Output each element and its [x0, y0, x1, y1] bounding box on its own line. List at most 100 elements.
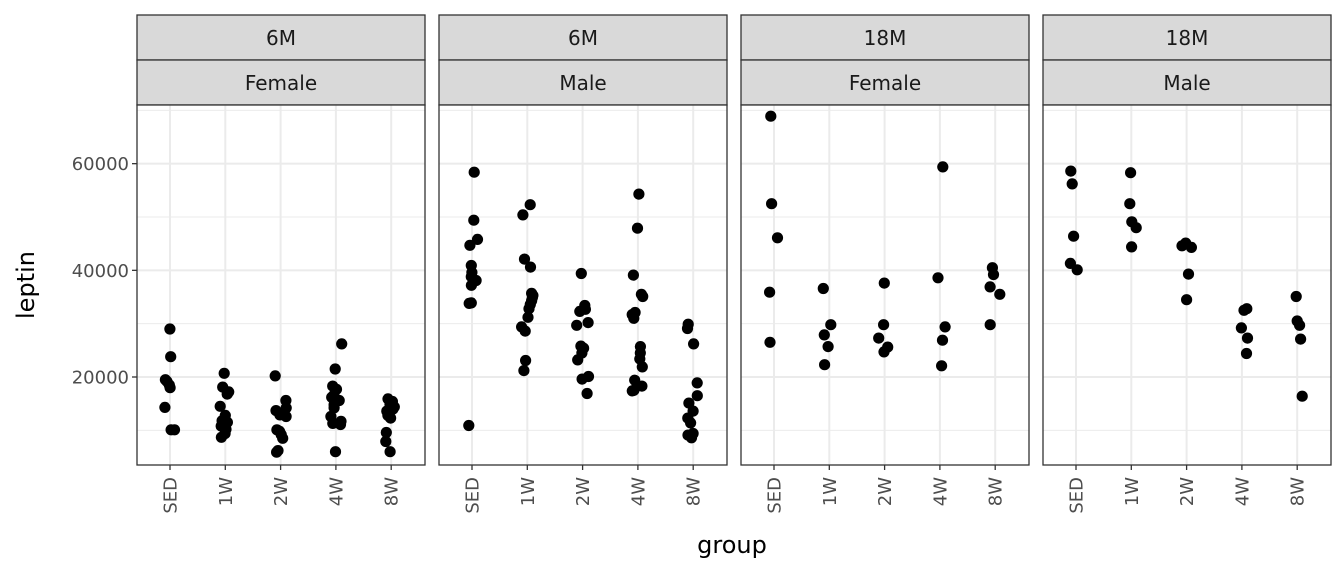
data-point [465, 279, 477, 291]
data-point [1240, 347, 1253, 360]
strip-top-label: 6M [266, 26, 296, 50]
data-point [218, 367, 230, 379]
data-point [1130, 222, 1142, 234]
data-point [878, 319, 890, 331]
data-point [164, 382, 176, 394]
data-point [937, 161, 949, 173]
y-axis: 20000 40000 60000 [72, 154, 137, 389]
data-point [685, 417, 697, 429]
data-point [329, 446, 342, 458]
x-tick-label: 1W [1122, 477, 1143, 506]
data-point [987, 269, 1000, 281]
x-tick-label: 4W [930, 477, 951, 506]
x-tick-label: SED [463, 477, 484, 514]
x-tick-label: SED [161, 477, 182, 514]
data-point [518, 365, 530, 377]
data-point [518, 253, 531, 265]
strip-bottom-bg [136, 59, 426, 106]
data-point [681, 322, 694, 335]
x-tick-label: 4W [1232, 477, 1253, 506]
data-point [878, 277, 890, 289]
x-tick-label: 1W [216, 477, 237, 506]
data-point [685, 432, 698, 444]
data-point [1296, 390, 1308, 402]
data-point [984, 281, 996, 293]
data-point [628, 312, 640, 324]
strip-bottom-label: Female [245, 71, 317, 95]
x-tick-label: 2W [573, 477, 594, 506]
data-point [932, 272, 944, 284]
data-point [939, 321, 951, 333]
data-point [524, 261, 537, 273]
strip-top-bg [136, 14, 426, 61]
x-tick-label: SED [765, 477, 786, 514]
data-point [1290, 290, 1302, 303]
x-tick-label: 2W [271, 477, 292, 506]
data-point [280, 410, 292, 423]
x-tick-label: SED [1067, 477, 1088, 514]
data-point [520, 354, 532, 367]
data-point [878, 346, 890, 358]
data-point [334, 418, 347, 431]
data-point [165, 424, 177, 436]
x-axis-title: group [697, 531, 767, 559]
data-point [572, 354, 584, 366]
data-point [691, 377, 703, 389]
x-tick-label: 8W [684, 477, 705, 506]
data-point [994, 288, 1006, 300]
strip-bottom-label: Male [1163, 71, 1210, 95]
data-point [164, 323, 176, 335]
strip-bottom-bg [740, 59, 1030, 106]
data-point [1068, 230, 1080, 242]
data-point [817, 282, 829, 295]
data-point [384, 446, 396, 458]
data-point [764, 286, 776, 298]
facet-panel: 6M Male SED 1W 2W 4W 8W [438, 14, 728, 514]
data-point [336, 338, 348, 350]
data-point [1124, 198, 1136, 210]
data-point [574, 305, 586, 317]
data-point [269, 370, 281, 382]
x-tick-label: 2W [875, 477, 896, 506]
data-point [468, 166, 480, 178]
facet-panel: 18M Female SED 1W 2W 4W 8W [740, 14, 1030, 514]
y-tick-label: 60000 [72, 154, 129, 175]
data-point [822, 341, 834, 353]
facet-panel: 18M Male SED 1W 2W 4W 8W [1042, 14, 1332, 514]
data-point [626, 385, 638, 397]
data-point [1235, 322, 1247, 334]
strip-top-bg [1042, 14, 1332, 61]
data-point [1241, 332, 1254, 344]
data-point [631, 222, 644, 234]
data-point [627, 269, 640, 281]
data-point [221, 388, 233, 400]
data-point [1066, 178, 1078, 190]
strip-bottom-bg [1042, 59, 1332, 106]
data-point [1176, 240, 1188, 252]
data-point [277, 432, 289, 444]
data-point [380, 435, 392, 448]
data-point [1125, 167, 1137, 179]
data-point [517, 209, 529, 221]
strip-bottom-label: Female [849, 71, 921, 95]
data-point [1071, 264, 1083, 276]
x-tick-label: 1W [820, 477, 841, 506]
facet-panels: 6M Female SED 1W 2W 4W 8W 6M Male SED 1W 2W 4W 8W 18M F… [136, 14, 1332, 514]
data-point [1126, 241, 1138, 253]
data-point [633, 188, 645, 200]
data-point [524, 199, 536, 211]
data-point [825, 319, 837, 331]
data-point [1238, 304, 1250, 316]
data-point [571, 319, 583, 331]
strip-bottom-label: Male [559, 71, 606, 95]
data-point [165, 351, 177, 363]
data-point [522, 311, 534, 323]
data-point [582, 317, 594, 329]
data-point [159, 401, 171, 413]
data-point [984, 319, 996, 331]
y-tick-label: 40000 [72, 261, 129, 282]
x-tick-label: 4W [326, 477, 347, 506]
data-point [936, 334, 949, 346]
data-point [385, 412, 397, 424]
